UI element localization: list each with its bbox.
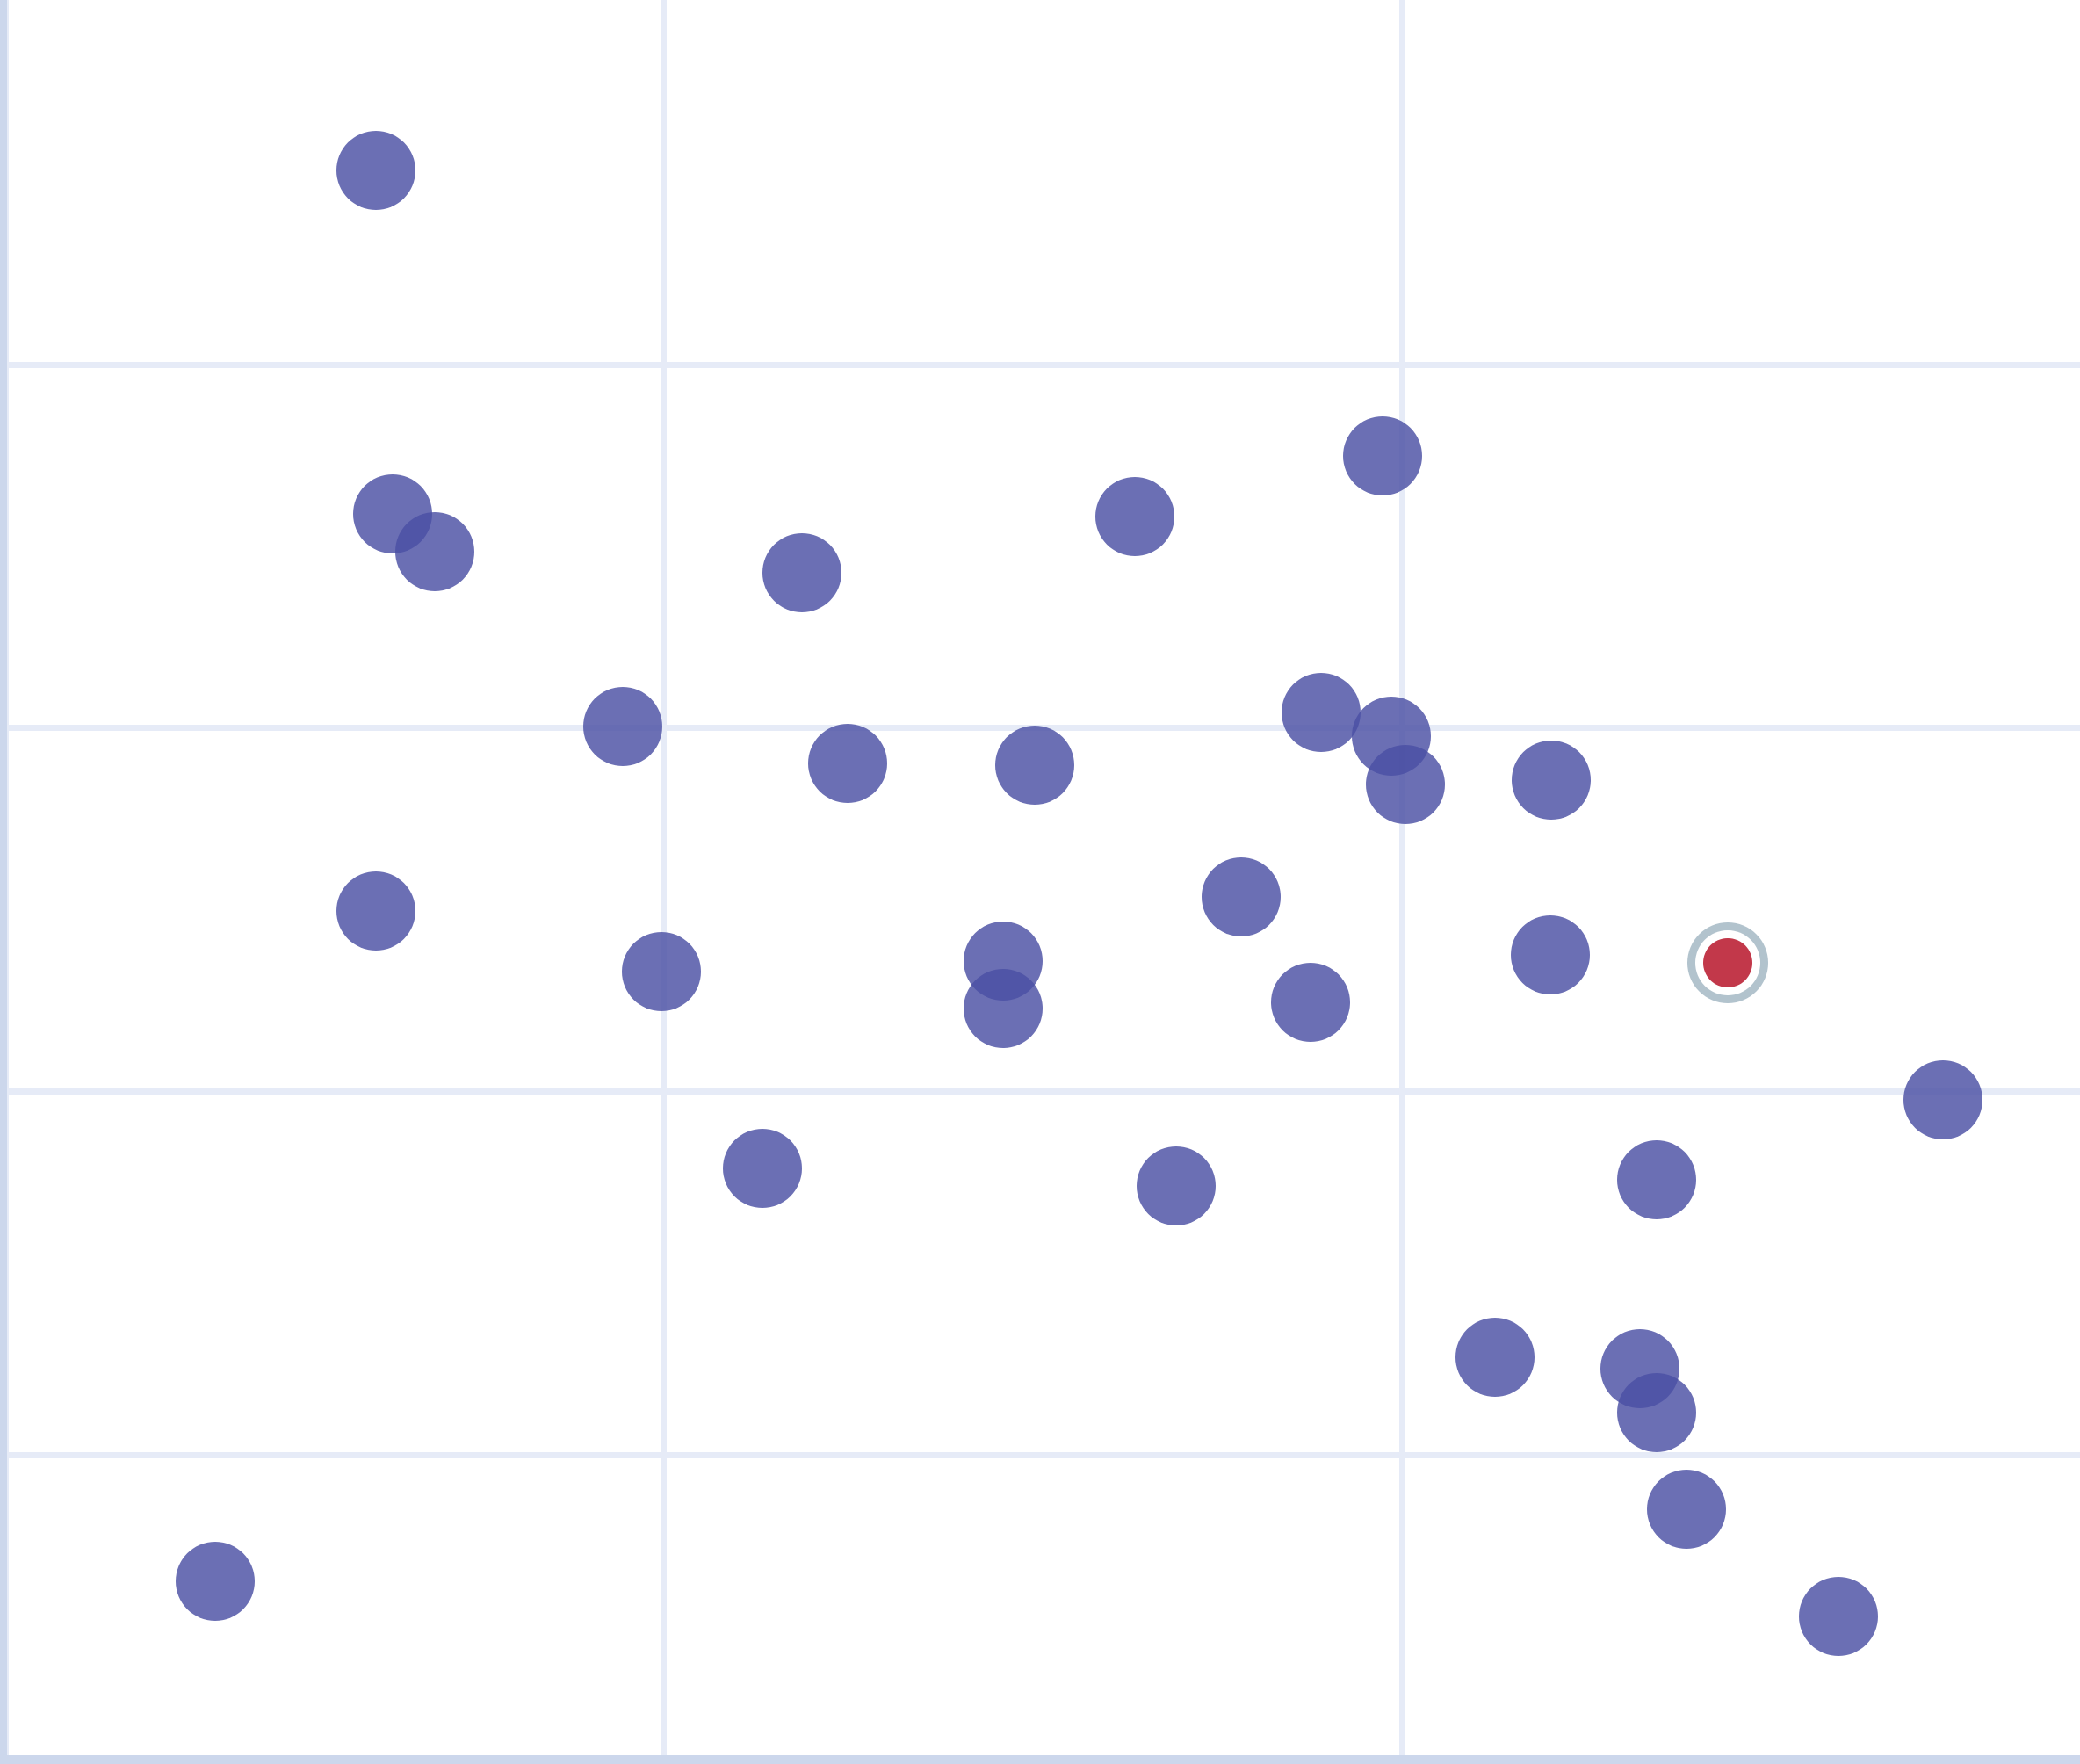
data-point[interactable]	[395, 512, 474, 591]
gridline-vertical-2	[1399, 0, 1405, 1764]
gridline-horizontal-3	[0, 1452, 2080, 1458]
gridline-vertical-1	[661, 0, 667, 1764]
gridline-edge-horizontal-0	[0, 1755, 2080, 1764]
data-point[interactable]	[336, 871, 415, 951]
data-point[interactable]	[336, 131, 415, 210]
data-point[interactable]	[1799, 1577, 1878, 1656]
data-point[interactable]	[1647, 1470, 1726, 1549]
data-point-highlighted[interactable]	[1703, 938, 1752, 987]
data-point[interactable]	[1343, 416, 1422, 495]
data-point[interactable]	[1137, 1146, 1216, 1225]
data-point[interactable]	[1512, 741, 1591, 820]
data-point[interactable]	[1617, 1373, 1696, 1452]
gridline-edge-vertical-0	[0, 0, 7, 1764]
data-point[interactable]	[762, 533, 841, 612]
data-point[interactable]	[808, 724, 887, 803]
data-point[interactable]	[1282, 673, 1361, 752]
data-point[interactable]	[176, 1542, 255, 1621]
data-point[interactable]	[995, 726, 1074, 805]
data-point[interactable]	[1095, 477, 1174, 556]
data-point[interactable]	[1271, 963, 1350, 1042]
gridline-horizontal-2	[0, 1088, 2080, 1095]
data-point[interactable]	[1366, 745, 1445, 824]
gridline-horizontal-0	[0, 362, 2080, 368]
data-point[interactable]	[1617, 1140, 1696, 1219]
data-point[interactable]	[1202, 857, 1281, 936]
data-point[interactable]	[723, 1129, 802, 1208]
data-point[interactable]	[1455, 1318, 1535, 1397]
data-point[interactable]	[622, 932, 701, 1011]
data-point[interactable]	[964, 969, 1043, 1048]
data-point[interactable]	[1903, 1060, 1982, 1139]
data-point[interactable]	[583, 687, 662, 766]
data-point[interactable]	[1511, 915, 1590, 994]
